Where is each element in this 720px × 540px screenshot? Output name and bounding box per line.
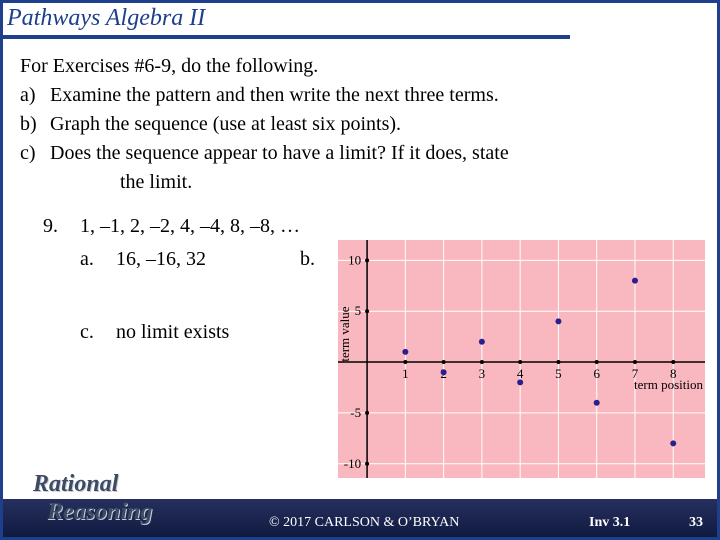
- problem-number: 9.: [43, 215, 58, 237]
- y-tick-label: -10: [344, 456, 361, 471]
- item-marker: a): [20, 84, 36, 106]
- y-tick-label: -5: [350, 405, 361, 420]
- x-tick: [518, 360, 523, 365]
- x-tick: [671, 360, 676, 365]
- plot-background: [338, 240, 705, 478]
- intro: For Exercises #6-9, do the following.: [20, 55, 319, 77]
- x-tick: [403, 360, 408, 365]
- x-tick: [479, 360, 484, 365]
- item-text: the limit.: [120, 171, 193, 193]
- y-tick-label: 5: [355, 303, 362, 318]
- x-tick: [594, 360, 599, 365]
- y-axis-label: term value: [338, 306, 352, 361]
- x-tick: [441, 360, 446, 365]
- slide-title: Pathways Algebra II: [7, 5, 206, 31]
- y-tick: [365, 309, 370, 314]
- x-tick-label: 7: [632, 366, 639, 381]
- x-tick: [632, 360, 637, 365]
- item-text: Does the sequence appear to have a limit…: [50, 142, 509, 164]
- page-number: 33: [689, 515, 703, 530]
- data-point: [440, 369, 447, 376]
- x-tick-label: 4: [517, 366, 524, 381]
- logo-bottom: Reasoning: [47, 499, 153, 525]
- x-tick-label: 3: [479, 366, 486, 381]
- x-axis-label: term position: [634, 377, 703, 392]
- item-text: Graph the sequence (use at least six poi…: [50, 113, 402, 135]
- answer-text: 16, –16, 32: [116, 248, 206, 270]
- x-tick: [556, 360, 561, 365]
- x-tick-label: 8: [670, 366, 677, 381]
- answer-marker: b.: [300, 248, 315, 270]
- y-tick: [365, 410, 370, 415]
- item-marker: c): [20, 142, 36, 164]
- data-point: [555, 318, 562, 325]
- footer-bar: [3, 499, 717, 537]
- data-point: [593, 399, 600, 406]
- answer-marker: c.: [80, 321, 94, 343]
- data-point: [402, 348, 409, 355]
- title-rule: [3, 35, 570, 39]
- item-marker: b): [20, 113, 37, 135]
- answer-text: no limit exists: [116, 321, 230, 343]
- sequence: 1, –1, 2, –2, 4, –4, 8, –8, …: [80, 215, 300, 237]
- y-tick: [365, 258, 370, 263]
- logo-top: Rational: [33, 471, 119, 497]
- data-point: [631, 277, 638, 284]
- x-tick-label: 5: [555, 366, 562, 381]
- investigation: Inv 3.1: [589, 515, 631, 530]
- item-text: Examine the pattern and then write the n…: [50, 84, 499, 106]
- answer-marker: a.: [80, 248, 94, 270]
- data-point: [478, 338, 485, 345]
- data-point: [517, 379, 524, 386]
- y-tick: [365, 461, 370, 466]
- x-tick-label: 1: [402, 366, 409, 381]
- copyright: © 2017 CARLSON & O’BRYAN: [269, 515, 460, 530]
- y-tick-label: 10: [348, 252, 361, 267]
- x-tick-label: 6: [593, 366, 600, 381]
- data-point: [670, 440, 677, 447]
